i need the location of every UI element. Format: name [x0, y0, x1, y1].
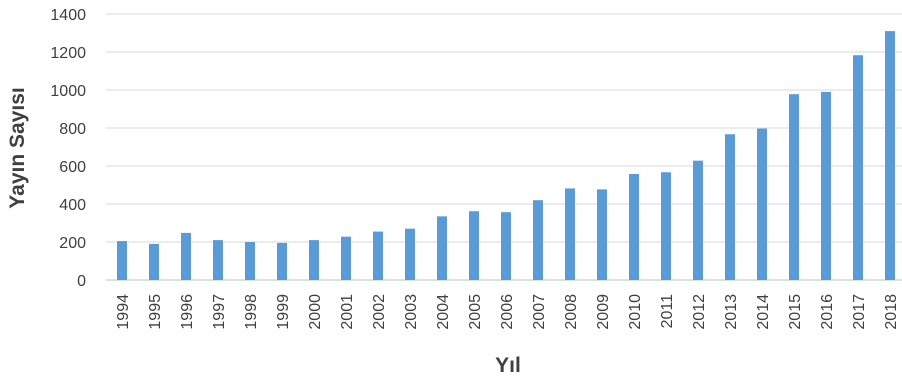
x-tick-label: 2001 — [339, 294, 356, 330]
bar-2010 — [629, 173, 639, 280]
bar-2009 — [597, 189, 607, 280]
x-tick-label: 2014 — [755, 294, 772, 330]
x-tick-label: 2004 — [435, 294, 452, 330]
bar-2003 — [405, 228, 415, 280]
x-tick-label: 2006 — [499, 294, 516, 330]
x-tick-label: 2011 — [659, 294, 676, 329]
x-axis-ticks: 1994 1995 1996 1997 1998 1999 2000 2001 2002 2003… — [115, 294, 900, 330]
bar-2012 — [693, 160, 703, 280]
x-tick-label: 1997 — [211, 294, 228, 330]
bar-1995 — [149, 243, 159, 280]
bar-2005 — [469, 211, 479, 280]
bar-1997 — [213, 240, 223, 280]
bar-2015 — [789, 94, 799, 281]
y-tick-label: 0 — [77, 273, 86, 290]
bar-2011 — [661, 172, 671, 280]
x-tick-label: 2017 — [851, 294, 868, 330]
x-tick-label: 2010 — [627, 294, 644, 330]
y-axis-title: Yayın Sayısı — [6, 87, 29, 208]
x-tick-label: 2018 — [883, 294, 900, 330]
y-tick-label: 1000 — [50, 83, 86, 100]
bar-2001 — [341, 236, 351, 280]
x-tick-label: 2007 — [531, 294, 548, 330]
y-axis-ticks: 0 200 400 600 800 1000 1200 1400 — [50, 7, 86, 290]
y-tick-label: 200 — [59, 235, 86, 252]
x-tick-label: 2009 — [595, 294, 612, 330]
x-tick-label: 2000 — [307, 294, 324, 330]
x-tick-label: 2013 — [723, 294, 740, 330]
x-tick-label: 1994 — [115, 294, 132, 330]
bar-2007 — [533, 200, 543, 280]
bar-2004 — [437, 216, 447, 280]
x-tick-label: 2015 — [787, 294, 804, 330]
x-tick-label: 2012 — [691, 294, 708, 330]
x-tick-label: 1999 — [275, 294, 292, 330]
bar-2008 — [565, 188, 575, 280]
x-tick-label: 1995 — [147, 294, 164, 330]
bar-1994 — [117, 241, 127, 280]
bar-1996 — [181, 232, 191, 280]
bar-2014 — [757, 128, 767, 280]
x-tick-label: 1996 — [179, 294, 196, 330]
bar-2016 — [821, 91, 831, 281]
y-tick-label: 1200 — [50, 45, 86, 62]
bar-2002 — [373, 231, 383, 280]
y-tick-label: 400 — [59, 197, 86, 214]
x-tick-label: 2003 — [403, 294, 420, 330]
bar-2018 — [885, 31, 895, 280]
bar-2006 — [501, 212, 511, 280]
x-tick-label: 2005 — [467, 294, 484, 330]
x-axis-title: Yıl — [495, 354, 521, 377]
y-tick-label: 1400 — [50, 7, 86, 24]
y-tick-label: 800 — [59, 121, 86, 138]
x-tick-label: 2008 — [563, 294, 580, 330]
bars — [117, 31, 895, 281]
y-tick-label: 600 — [59, 159, 86, 176]
x-tick-label: 2016 — [819, 294, 836, 330]
x-tick-label: 1998 — [243, 294, 260, 330]
bar-2017 — [853, 55, 863, 281]
bar-1999 — [277, 242, 287, 280]
bar-1998 — [245, 242, 255, 280]
x-tick-label: 2002 — [371, 294, 388, 330]
bar-2000 — [309, 240, 319, 280]
gridlines — [106, 13, 902, 281]
bar-2013 — [725, 134, 735, 280]
